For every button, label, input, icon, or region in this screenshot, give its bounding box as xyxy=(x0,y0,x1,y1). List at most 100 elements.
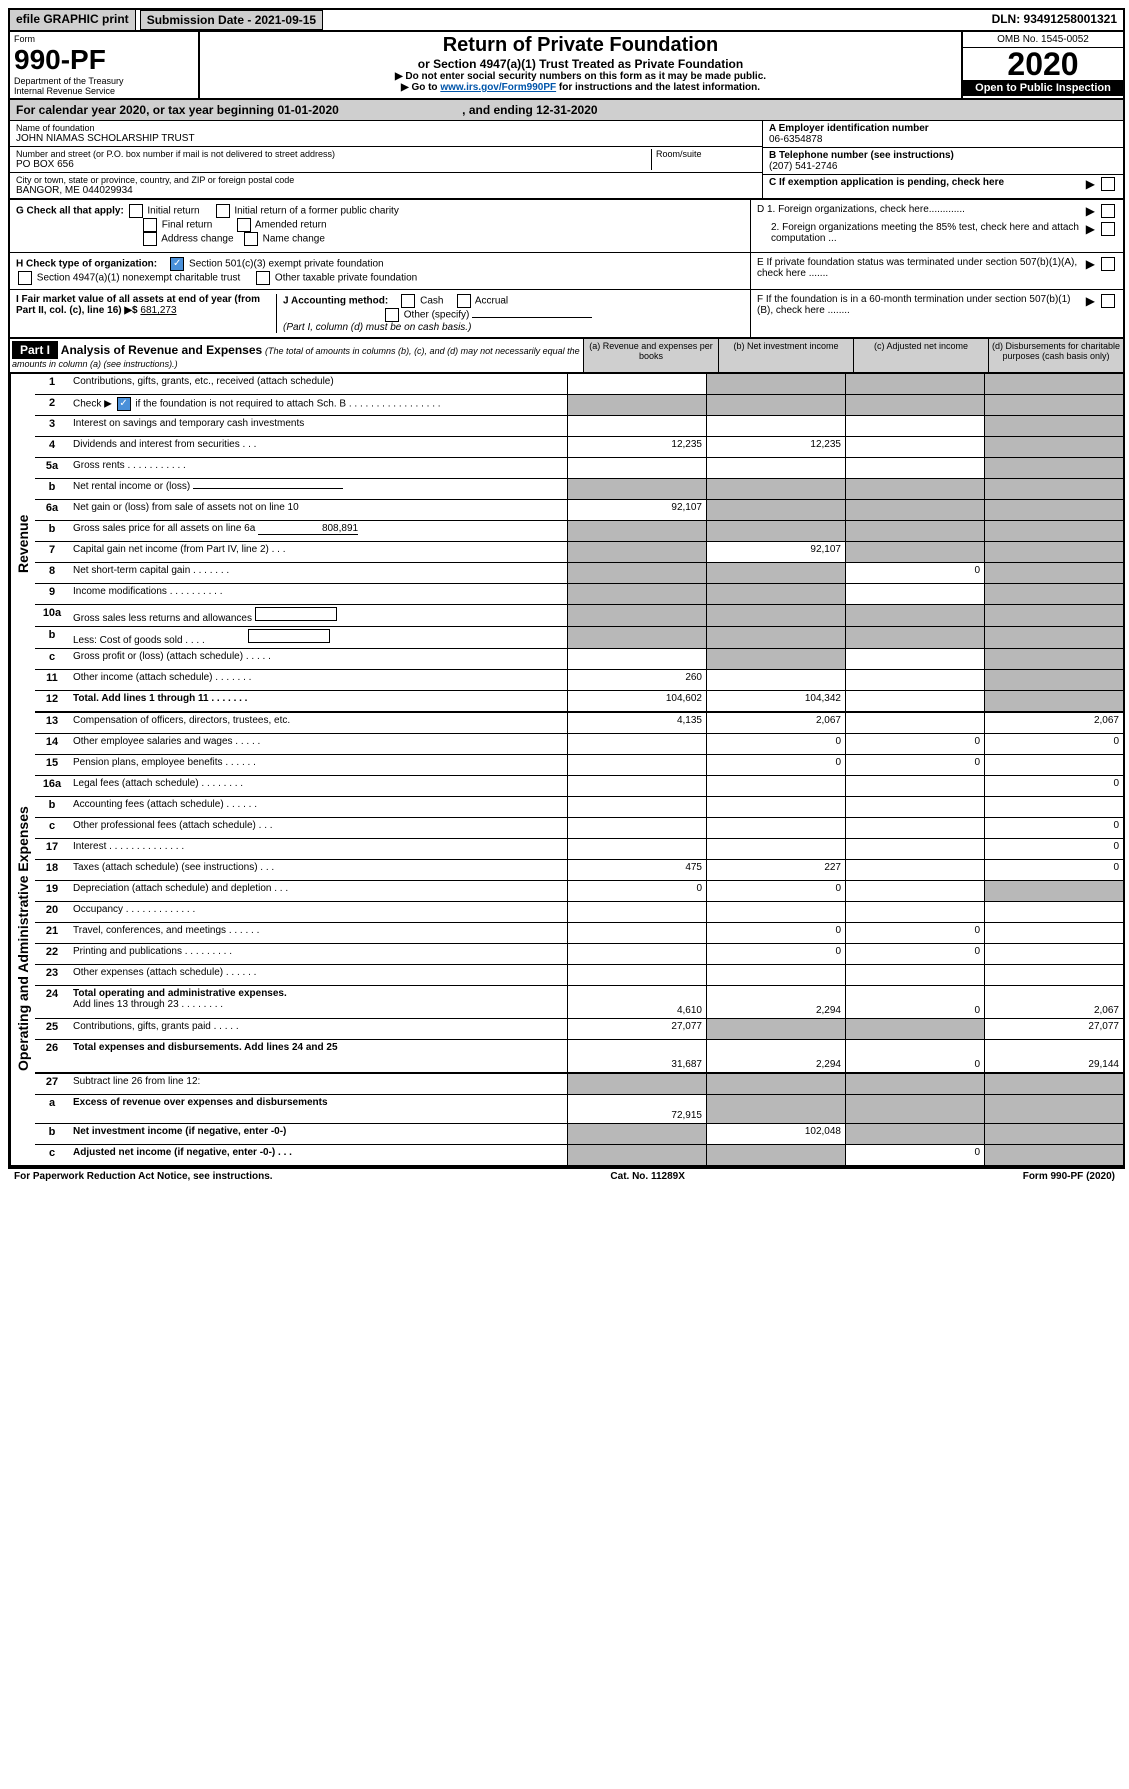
address-change-checkbox[interactable] xyxy=(143,232,157,246)
address-box: Number and street (or P.O. box number if… xyxy=(10,147,762,173)
ij-section: I Fair market value of all assets at end… xyxy=(10,290,1123,339)
note2-pre: ▶ Go to xyxy=(401,82,440,93)
row-label: Accounting fees (attach schedule) . . . … xyxy=(69,797,567,817)
initial-former-checkbox[interactable] xyxy=(216,204,230,218)
g-final: Final return xyxy=(162,220,213,231)
val-b xyxy=(706,584,845,604)
dln-number: DLN: 93491258001321 xyxy=(986,10,1123,30)
val-a: 72,915 xyxy=(567,1095,706,1123)
g-name-change: Name change xyxy=(263,234,325,245)
g-amended: Amended return xyxy=(255,220,327,231)
val-a xyxy=(567,839,706,859)
row-label: Total expenses and disbursements. Add li… xyxy=(69,1040,567,1072)
initial-return-checkbox[interactable] xyxy=(129,204,143,218)
val-a: 31,687 xyxy=(567,1040,706,1072)
row2-post: if the foundation is not required to att… xyxy=(135,399,440,410)
val-c xyxy=(845,416,984,436)
val-d: 29,144 xyxy=(984,1040,1123,1072)
row-num: a xyxy=(35,1095,69,1123)
city-label: City or town, state or province, country… xyxy=(16,175,756,185)
val-a xyxy=(567,734,706,754)
f-checkbox[interactable] xyxy=(1101,294,1115,308)
form-title: Return of Private Foundation xyxy=(202,34,959,57)
header-right: OMB No. 1545-0052 2020 Open to Public In… xyxy=(961,32,1123,98)
row-num: 13 xyxy=(35,713,69,733)
row-21: 21 Travel, conferences, and meetings . .… xyxy=(35,923,1123,944)
val-d xyxy=(984,584,1123,604)
j-accrual-checkbox[interactable] xyxy=(457,294,471,308)
h-other-checkbox[interactable] xyxy=(256,271,270,285)
row-27: 27 Subtract line 26 from line 12: xyxy=(35,1074,1123,1095)
row-num: 8 xyxy=(35,563,69,583)
val-b xyxy=(706,670,845,690)
val-a xyxy=(567,479,706,499)
val-b xyxy=(706,500,845,520)
val-c xyxy=(845,649,984,669)
j-cash-checkbox[interactable] xyxy=(401,294,415,308)
val-b xyxy=(706,797,845,817)
form-note-2: ▶ Go to www.irs.gov/Form990PF for instru… xyxy=(202,82,959,93)
val-c xyxy=(845,902,984,922)
val-b xyxy=(706,479,845,499)
j-other-checkbox[interactable] xyxy=(385,308,399,322)
row-24: 24 Total operating and administrative ex… xyxy=(35,986,1123,1019)
h-label: H Check type of organization: xyxy=(16,259,157,270)
irs-link[interactable]: www.irs.gov/Form990PF xyxy=(440,82,556,93)
h-501c3-checkbox[interactable] xyxy=(170,257,184,271)
arrow-icon: ▶ xyxy=(1086,177,1095,191)
val-c xyxy=(845,776,984,796)
row-num: 18 xyxy=(35,860,69,880)
row24-label2: Add lines 13 through 23 . . . . . . . . xyxy=(73,999,563,1010)
g-checks: G Check all that apply: Initial return I… xyxy=(10,200,750,252)
h-4947-checkbox[interactable] xyxy=(18,271,32,285)
sch-b-checkbox[interactable] xyxy=(117,397,131,411)
row-num: 2 xyxy=(35,395,69,415)
row-7: 7 Capital gain net income (from Part IV,… xyxy=(35,542,1123,563)
val-c xyxy=(845,374,984,394)
d1-label: D 1. Foreign organizations, check here..… xyxy=(757,204,1086,215)
val-c: 0 xyxy=(845,944,984,964)
h-section: H Check type of organization: Section 50… xyxy=(10,253,1123,290)
val-a xyxy=(567,542,706,562)
d-section: D 1. Foreign organizations, check here..… xyxy=(750,200,1123,252)
row-27a: a Excess of revenue over expenses and di… xyxy=(35,1095,1123,1124)
d1-checkbox[interactable] xyxy=(1101,204,1115,218)
val-b xyxy=(706,374,845,394)
header-center: Return of Private Foundation or Section … xyxy=(200,32,961,98)
e-checkbox[interactable] xyxy=(1101,257,1115,271)
d2-checkbox[interactable] xyxy=(1101,222,1115,236)
row-label: Gross sales less returns and allowances xyxy=(69,605,567,626)
val-d xyxy=(984,1124,1123,1144)
val-c xyxy=(845,965,984,985)
val-a: 475 xyxy=(567,860,706,880)
amended-checkbox[interactable] xyxy=(237,218,251,232)
val-d xyxy=(984,1095,1123,1123)
row-27b: b Net investment income (if negative, en… xyxy=(35,1124,1123,1145)
val-b: 104,342 xyxy=(706,691,845,711)
val-b xyxy=(706,776,845,796)
col-a-header: (a) Revenue and expenses per books xyxy=(583,339,718,372)
row-num: 15 xyxy=(35,755,69,775)
row-num: 25 xyxy=(35,1019,69,1039)
val-c xyxy=(845,542,984,562)
row-label: Contributions, gifts, grants, etc., rece… xyxy=(69,374,567,394)
val-a xyxy=(567,755,706,775)
row-num: 24 xyxy=(35,986,69,1018)
row-8: 8 Net short-term capital gain . . . . . … xyxy=(35,563,1123,584)
val-a: 104,602 xyxy=(567,691,706,711)
val-c: 0 xyxy=(845,734,984,754)
val-c xyxy=(845,521,984,541)
ein: 06-6354878 xyxy=(769,134,1117,145)
c-checkbox[interactable] xyxy=(1101,177,1115,191)
val-c: 0 xyxy=(845,986,984,1018)
val-a xyxy=(567,923,706,943)
h-opt3: Other taxable private foundation xyxy=(275,273,417,284)
final-return-checkbox[interactable] xyxy=(143,218,157,232)
footer-center: Cat. No. 11289X xyxy=(610,1171,684,1182)
efile-print-button[interactable]: efile GRAPHIC print xyxy=(10,10,136,30)
f-section: F If the foundation is in a 60-month ter… xyxy=(750,290,1123,337)
row-num: 27 xyxy=(35,1074,69,1094)
row-label: Pension plans, employee benefits . . . .… xyxy=(69,755,567,775)
name-change-checkbox[interactable] xyxy=(244,232,258,246)
row-10a: 10a Gross sales less returns and allowan… xyxy=(35,605,1123,627)
